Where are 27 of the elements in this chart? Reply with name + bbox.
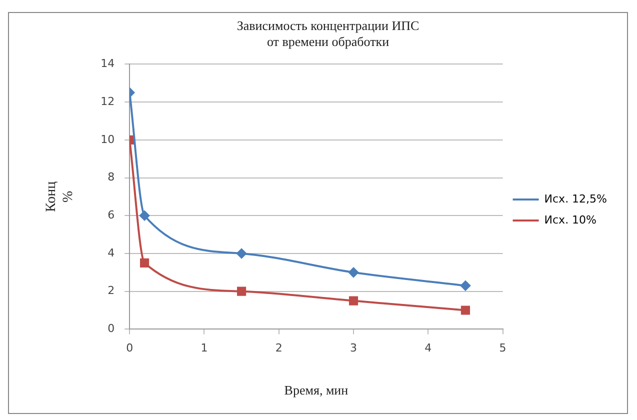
x-axis-title: Время, мин [284,382,348,398]
y-tick-label: 12 [100,94,115,108]
point [348,267,359,278]
x-tick-label: 0 [126,342,134,355]
y-tick-label: 2 [108,284,115,298]
y-axis-title: Конц % [44,180,76,212]
point [140,258,150,268]
chart-title: Зависимость концентрации ИПС от времени обработки [236,18,420,49]
point [237,286,246,296]
legend-label: Исх. 10% [544,213,597,226]
x-tick-label: 5 [499,342,506,355]
x-tick-label: 3 [350,342,358,355]
y-tick-label: 10 [100,132,115,146]
y-tick-label: 8 [108,170,115,184]
y-tick-label: 14 [100,57,115,70]
x-tick-label: 2 [275,342,282,355]
y-tick-label: 4 [108,246,115,260]
point [140,210,150,221]
x-tick-label: 4 [424,342,432,355]
point [236,248,247,258]
y-tick-label: 0 [108,322,115,336]
point [348,296,358,306]
x-tick-label: 1 [200,342,208,355]
point [460,280,470,291]
legend-label: Исх. 12,5% [544,192,608,206]
point [460,306,470,315]
y-tick-label: 6 [108,208,115,222]
